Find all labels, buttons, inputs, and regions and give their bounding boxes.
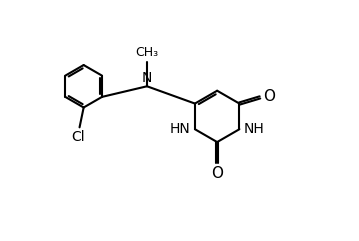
Text: NH: NH <box>243 122 264 136</box>
Text: CH₃: CH₃ <box>135 46 159 59</box>
Text: Cl: Cl <box>71 130 85 144</box>
Text: HN: HN <box>170 122 191 136</box>
Text: N: N <box>142 71 152 85</box>
Text: O: O <box>263 89 275 104</box>
Text: O: O <box>211 166 223 181</box>
